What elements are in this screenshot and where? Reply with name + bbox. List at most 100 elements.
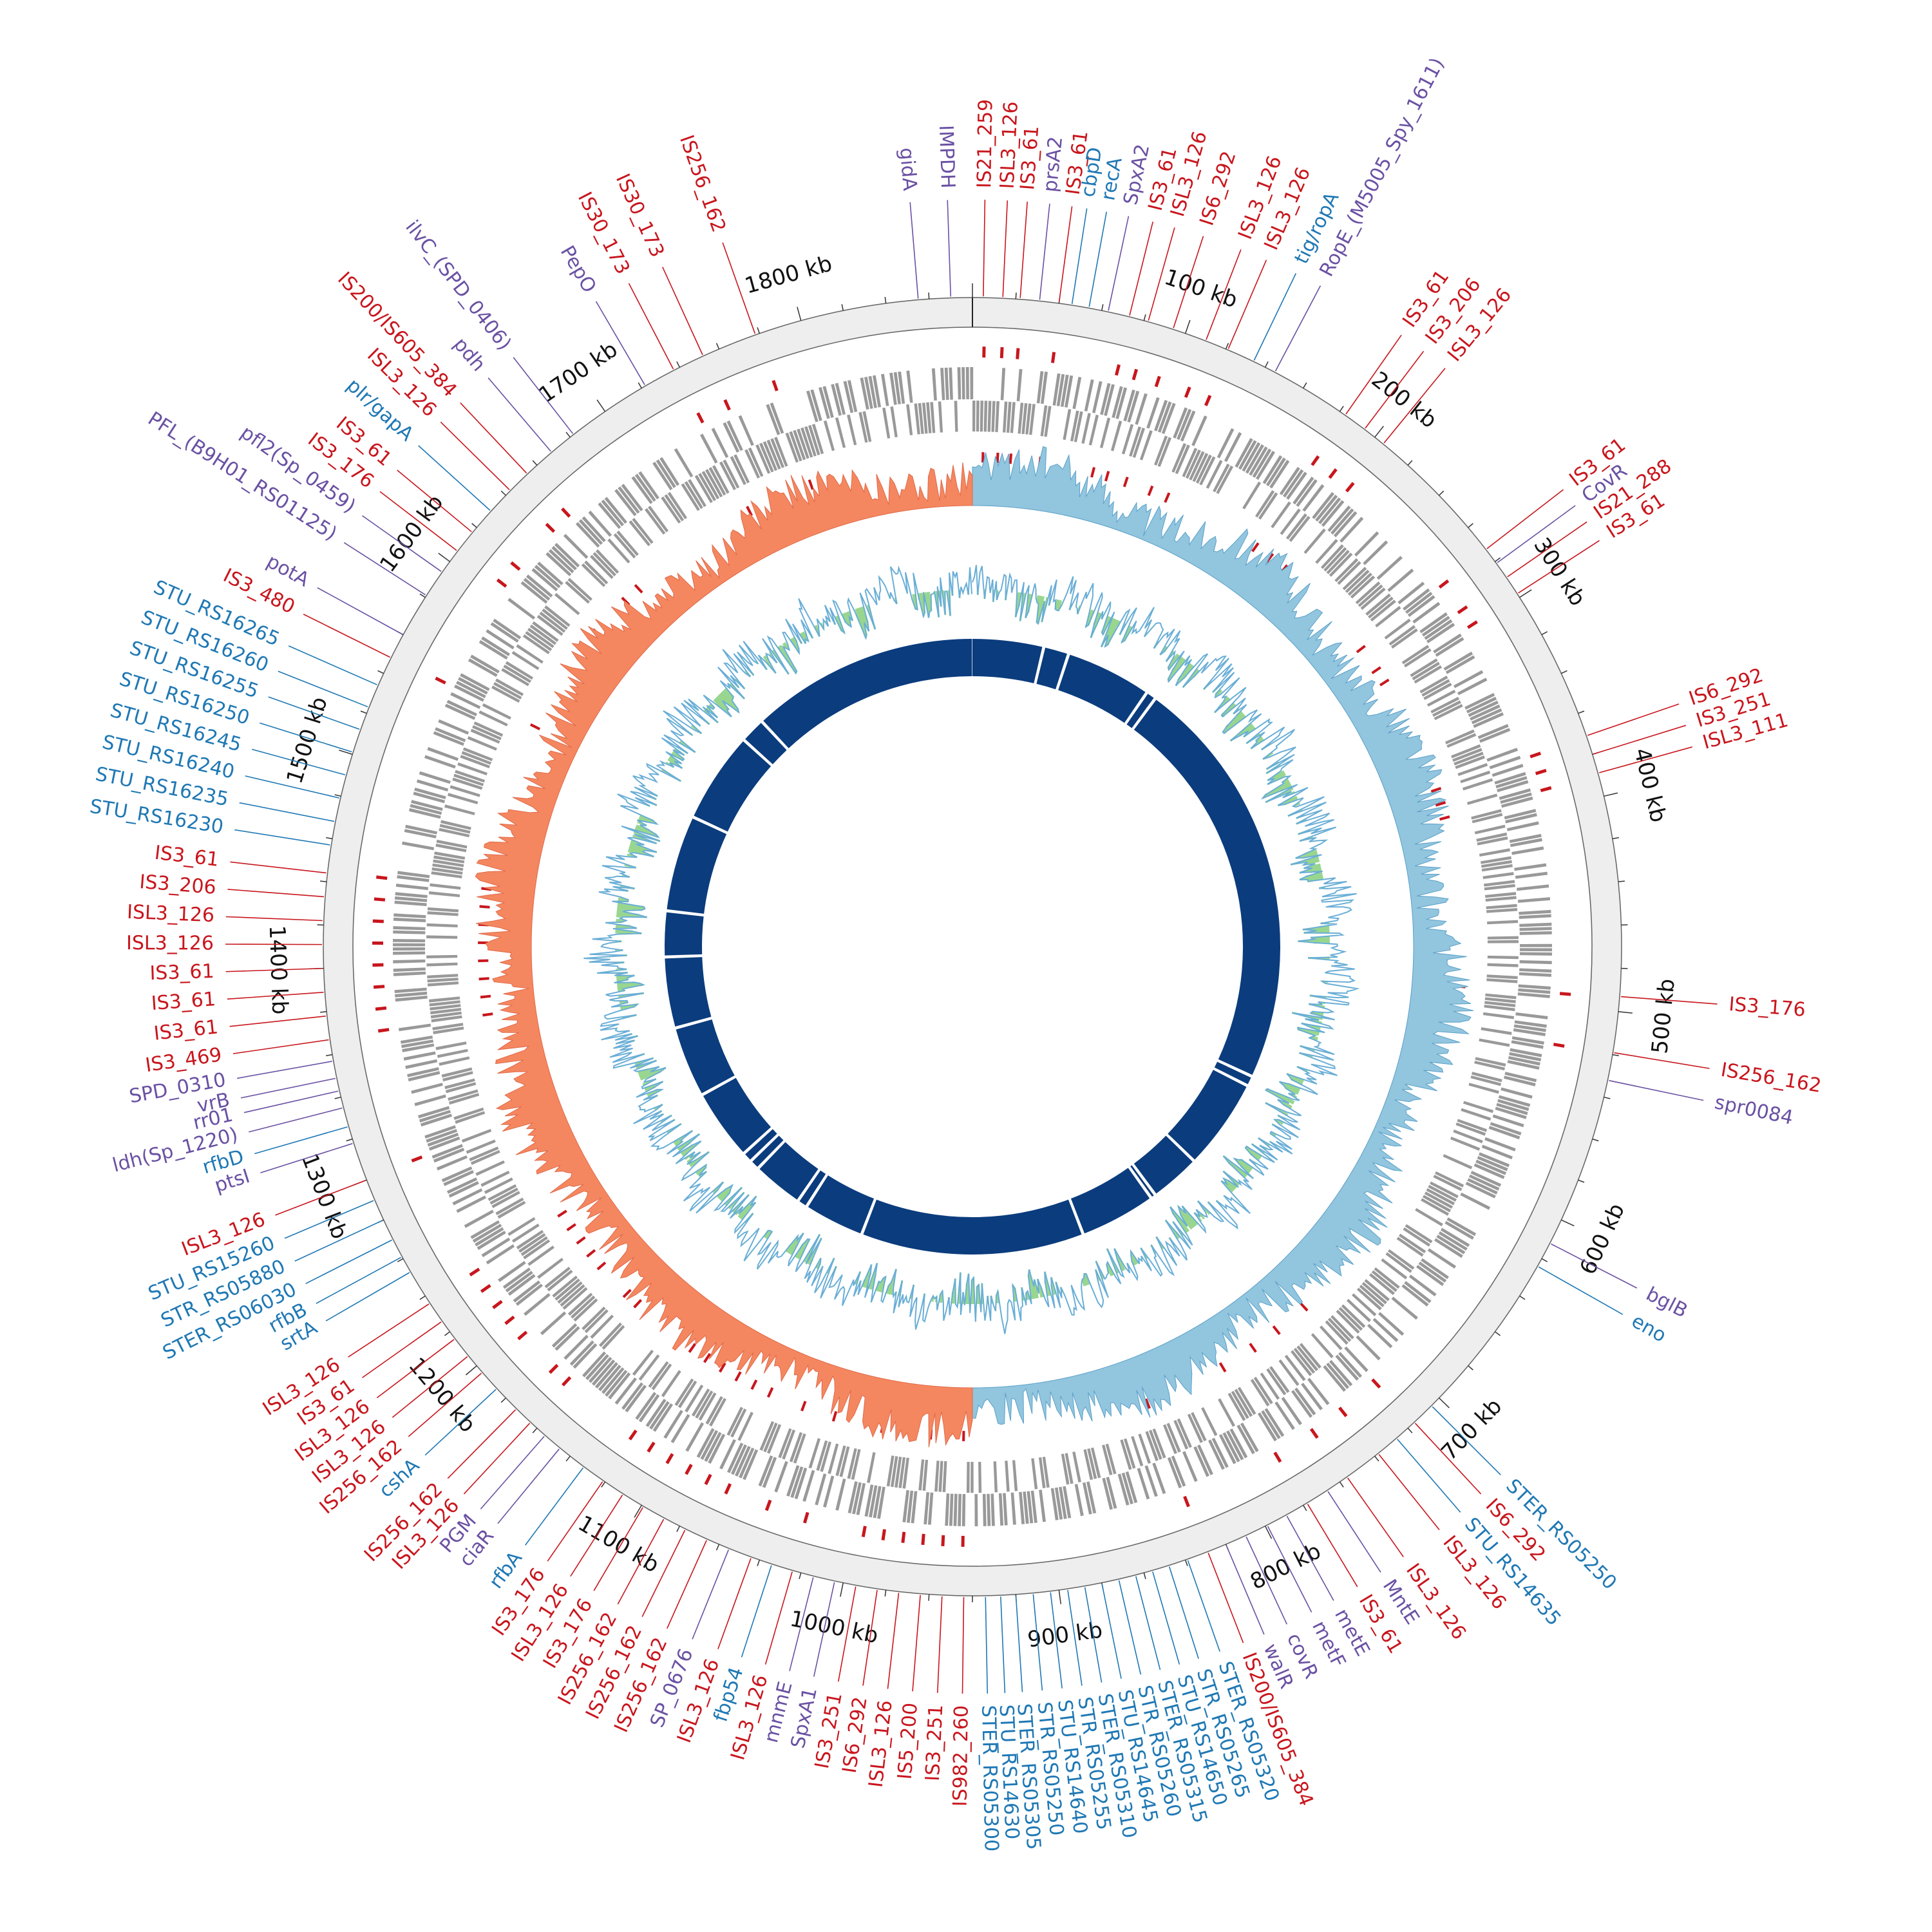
is-element-mark	[634, 584, 643, 594]
cds-block	[1005, 1461, 1010, 1492]
gc-content-low-fill	[1056, 600, 1061, 611]
leader-line	[348, 1303, 430, 1358]
cds-block	[1052, 373, 1061, 406]
cds-block	[1510, 1048, 1542, 1057]
cds-block	[1345, 569, 1370, 593]
gc-content-low-fill	[1283, 779, 1290, 784]
tick-mark	[1303, 1504, 1307, 1511]
leader-line	[379, 491, 457, 551]
cds-block	[1426, 689, 1456, 707]
cds-block	[1501, 1087, 1533, 1099]
cds-block	[1465, 1181, 1496, 1198]
cds-block	[460, 755, 490, 768]
cds-block	[1391, 1296, 1418, 1320]
is-element-mark	[1132, 368, 1139, 381]
cds-block	[1280, 508, 1301, 535]
leader-line	[376, 1339, 455, 1399]
cds-block	[1249, 446, 1268, 476]
cds-block	[983, 401, 988, 432]
cds-block	[1423, 682, 1452, 700]
cds-block	[435, 727, 466, 743]
cds-block	[1354, 531, 1379, 557]
tick-mark	[757, 1559, 761, 1566]
cds-block	[1173, 1419, 1189, 1450]
cds-block	[726, 420, 743, 451]
gc-content-low-fill	[719, 1188, 732, 1201]
cds-block	[839, 1446, 850, 1477]
cds-block	[1454, 670, 1484, 688]
cds-block	[1333, 511, 1358, 538]
cds-block	[511, 1224, 540, 1243]
gc-content-low-fill	[843, 612, 850, 626]
leader-line	[1365, 350, 1425, 429]
cds-block	[1315, 538, 1338, 564]
cds-block	[1517, 884, 1549, 891]
leader-line	[1168, 1566, 1199, 1659]
leader-line	[447, 1409, 516, 1479]
cds-block	[645, 1399, 667, 1428]
leader-line	[362, 515, 442, 572]
cds-block	[1519, 968, 1552, 973]
cds-block	[585, 1354, 609, 1381]
cds-block	[1497, 1099, 1530, 1112]
cds-block	[902, 1457, 909, 1489]
tick-mark	[1561, 1219, 1575, 1227]
cds-block	[1482, 872, 1514, 879]
cds-block	[431, 871, 462, 878]
cds-block	[1500, 792, 1532, 804]
leader-line	[1000, 1596, 1006, 1693]
cds-block	[1083, 1449, 1094, 1481]
gc-content-low-fill	[617, 988, 623, 991]
cds-block	[411, 800, 443, 811]
cds-block	[1054, 1487, 1063, 1520]
cds-block	[532, 621, 559, 642]
gc-content-low-fill	[739, 1204, 752, 1219]
cds-block	[433, 731, 464, 746]
cds-block	[1484, 884, 1515, 891]
cds-block	[1340, 516, 1364, 543]
cds-block	[1487, 936, 1519, 940]
leader-line	[408, 1372, 482, 1437]
synteny-block	[1036, 647, 1067, 690]
cds-block	[426, 923, 458, 928]
is-element-mark	[665, 1453, 674, 1464]
is-element-mark	[704, 1473, 712, 1486]
cds-block	[1519, 960, 1552, 965]
cds-block	[966, 1461, 970, 1493]
leader-line	[1039, 204, 1050, 300]
is-element-mark	[510, 561, 521, 571]
tick-mark	[1407, 460, 1413, 466]
cds-block	[608, 1372, 631, 1399]
is-element-mark	[557, 1209, 567, 1218]
leader-line	[1274, 285, 1321, 372]
cds-block	[945, 1493, 950, 1526]
cds-block	[516, 1229, 544, 1250]
tick-mark	[1604, 792, 1618, 797]
cds-block	[1358, 584, 1383, 607]
cds-block	[1121, 1472, 1133, 1504]
cds-block	[719, 461, 737, 491]
gc-content-low-fill	[1167, 658, 1184, 680]
cds-block	[864, 1484, 874, 1517]
cds-block	[895, 1456, 902, 1488]
leader-line	[288, 645, 377, 686]
cds-block	[1104, 384, 1115, 417]
cds-block	[1515, 871, 1548, 879]
tick-mark	[1519, 1295, 1526, 1300]
cds-block	[1311, 1333, 1334, 1359]
cds-block	[1312, 492, 1335, 520]
cds-block	[495, 1197, 524, 1215]
cds-block	[439, 1056, 470, 1066]
tick-mark	[334, 794, 341, 797]
cds-block	[502, 1267, 531, 1289]
cds-block	[497, 1200, 526, 1219]
cds-block	[1412, 661, 1440, 681]
cds-block	[998, 1493, 1004, 1526]
cds-block	[1006, 401, 1012, 433]
cds-block	[1405, 591, 1433, 614]
cds-block	[554, 592, 580, 616]
cds-block	[734, 454, 750, 484]
leader-line	[947, 200, 952, 297]
leader-line	[1245, 1536, 1288, 1625]
cds-block	[938, 1461, 943, 1492]
